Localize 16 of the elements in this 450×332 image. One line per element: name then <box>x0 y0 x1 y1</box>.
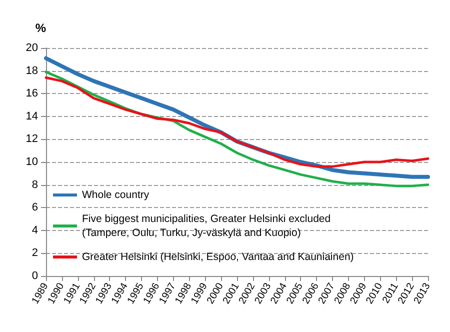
y-axis-title: % <box>35 21 46 35</box>
y-tick-label: 2 <box>32 247 38 260</box>
y-tick-label: 0 <box>32 270 38 282</box>
y-tick-label: 16 <box>26 88 38 100</box>
legend-label: Greater Helsinki (Helsinki, Espoo, Vantaa and Kauniainen) <box>82 251 354 263</box>
line-series <box>44 76 430 168</box>
y-tick-label: 6 <box>32 202 38 214</box>
y-tick-label: 18 <box>26 64 38 77</box>
legend-label: Five biggest municipalities, Greater Helsinki excluded (Tampere, Oulu, Turku, Jy-väskylä and Kuopio) <box>82 213 334 239</box>
y-tick-label: 10 <box>26 156 38 168</box>
legend-label: Whole country <box>82 189 150 201</box>
y-tick-label: 8 <box>32 178 38 191</box>
y-tick-label: 20 <box>26 42 38 54</box>
y-tick-label: 4 <box>32 224 38 236</box>
y-tick-label: 14 <box>26 110 38 122</box>
y-tick-label: 12 <box>26 133 38 146</box>
